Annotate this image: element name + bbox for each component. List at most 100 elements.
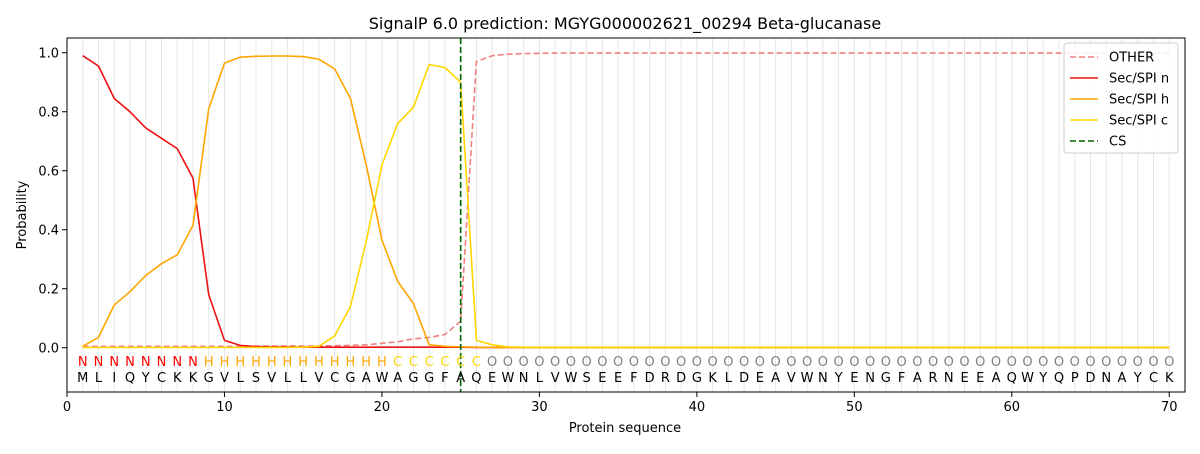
residue-letter: G xyxy=(881,371,891,386)
x-tick-label: 70 xyxy=(1161,400,1178,415)
y-tick-label: 0.6 xyxy=(38,164,59,179)
series-sec-spi-c xyxy=(82,63,1170,349)
region-label: O xyxy=(802,355,812,370)
residue-letter: C xyxy=(330,371,339,386)
residue-letter: G xyxy=(692,371,702,386)
residue-letter: E xyxy=(756,371,764,386)
region-label: O xyxy=(1164,355,1174,370)
region-label: O xyxy=(786,355,796,370)
x-tick-label: 50 xyxy=(846,400,863,415)
residue-letter: E xyxy=(614,371,622,386)
residue-letter: C xyxy=(157,371,166,386)
residue-letter: Y xyxy=(1038,371,1047,386)
region-label: O xyxy=(1148,355,1158,370)
region-label: O xyxy=(1085,355,1095,370)
residue-letter: L xyxy=(237,371,245,386)
residue-letter: W xyxy=(801,371,814,386)
region-label: H xyxy=(220,355,230,370)
region-label: O xyxy=(1133,355,1143,370)
region-label: H xyxy=(267,355,277,370)
residue-letter: D xyxy=(676,371,686,386)
y-tick-label: 1.0 xyxy=(38,46,59,61)
residue-letter: G xyxy=(424,371,434,386)
residue-letter: P xyxy=(1071,371,1079,386)
region-label: O xyxy=(755,355,765,370)
region-label: O xyxy=(707,355,717,370)
region-label: O xyxy=(660,355,670,370)
region-label: N xyxy=(141,355,151,370)
region-label: O xyxy=(1022,355,1032,370)
series-other xyxy=(82,52,1170,348)
residue-letter: R xyxy=(661,371,670,386)
region-label: O xyxy=(1038,355,1048,370)
region-label: O xyxy=(503,355,513,370)
region-label: N xyxy=(172,355,182,370)
residue-letter: C xyxy=(1149,371,1158,386)
region-label: O xyxy=(487,355,497,370)
region-label: O xyxy=(582,355,592,370)
y-tick-label: 0.0 xyxy=(38,341,59,356)
series-sec-spi-n xyxy=(82,55,1170,349)
region-label: O xyxy=(770,355,780,370)
region-label: H xyxy=(346,355,356,370)
legend-label: OTHER xyxy=(1109,51,1154,66)
residue-letter: L xyxy=(284,371,292,386)
residue-letter: A xyxy=(362,371,371,386)
region-label: H xyxy=(361,355,371,370)
region-label: O xyxy=(881,355,891,370)
residue-letter: Q xyxy=(125,371,135,386)
residue-letter: N xyxy=(865,371,875,386)
region-label: N xyxy=(78,355,88,370)
residue-letter: D xyxy=(739,371,749,386)
region-label: O xyxy=(723,355,733,370)
residue-letter: N xyxy=(944,371,954,386)
y-tick-label: 0.2 xyxy=(38,282,59,297)
residue-letter: K xyxy=(1165,371,1174,386)
region-label: O xyxy=(975,355,985,370)
series-lines xyxy=(82,38,1170,392)
y-tick-label: 0.8 xyxy=(38,105,59,120)
residue-letter: K xyxy=(189,371,198,386)
region-label: C xyxy=(409,355,418,370)
residue-letter: S xyxy=(583,371,591,386)
residue-letter: E xyxy=(598,371,606,386)
residue-letter: V xyxy=(314,371,323,386)
residue-letter: D xyxy=(645,371,655,386)
x-tick-label: 10 xyxy=(216,400,233,415)
region-label: O xyxy=(645,355,655,370)
series-sec-spi-h xyxy=(82,55,1170,349)
residue-letter: A xyxy=(456,371,465,386)
region-label: O xyxy=(550,355,560,370)
residue-letter: E xyxy=(850,371,858,386)
residue-letter: Q xyxy=(1054,371,1064,386)
region-label: O xyxy=(928,355,938,370)
x-tick-label: 30 xyxy=(531,400,548,415)
region-label: O xyxy=(944,355,954,370)
legend-label: CS xyxy=(1109,135,1126,150)
region-label: H xyxy=(330,355,340,370)
residue-letter: Q xyxy=(1007,371,1017,386)
region-label: O xyxy=(865,355,875,370)
region-label: C xyxy=(472,355,481,370)
region-label: H xyxy=(377,355,387,370)
residue-letter: D xyxy=(1086,371,1096,386)
chart-title: SignalP 6.0 prediction: MGYG000002621_00… xyxy=(369,14,881,34)
region-label: O xyxy=(1054,355,1064,370)
residue-letter: K xyxy=(173,371,182,386)
region-label: N xyxy=(94,355,104,370)
region-label: O xyxy=(912,355,922,370)
region-label: N xyxy=(188,355,198,370)
region-label: O xyxy=(1101,355,1111,370)
residue-letter: Y xyxy=(1133,371,1142,386)
residue-letter: N xyxy=(519,371,529,386)
region-label: O xyxy=(692,355,702,370)
residue-letter: W xyxy=(375,371,388,386)
region-label: N xyxy=(157,355,167,370)
residue-letter: E xyxy=(488,371,496,386)
residue-letter: V xyxy=(220,371,229,386)
residue-letter: A xyxy=(913,371,922,386)
residue-letter: G xyxy=(408,371,418,386)
region-label: H xyxy=(235,355,245,370)
region-label: H xyxy=(314,355,324,370)
residue-letter: F xyxy=(441,371,448,386)
